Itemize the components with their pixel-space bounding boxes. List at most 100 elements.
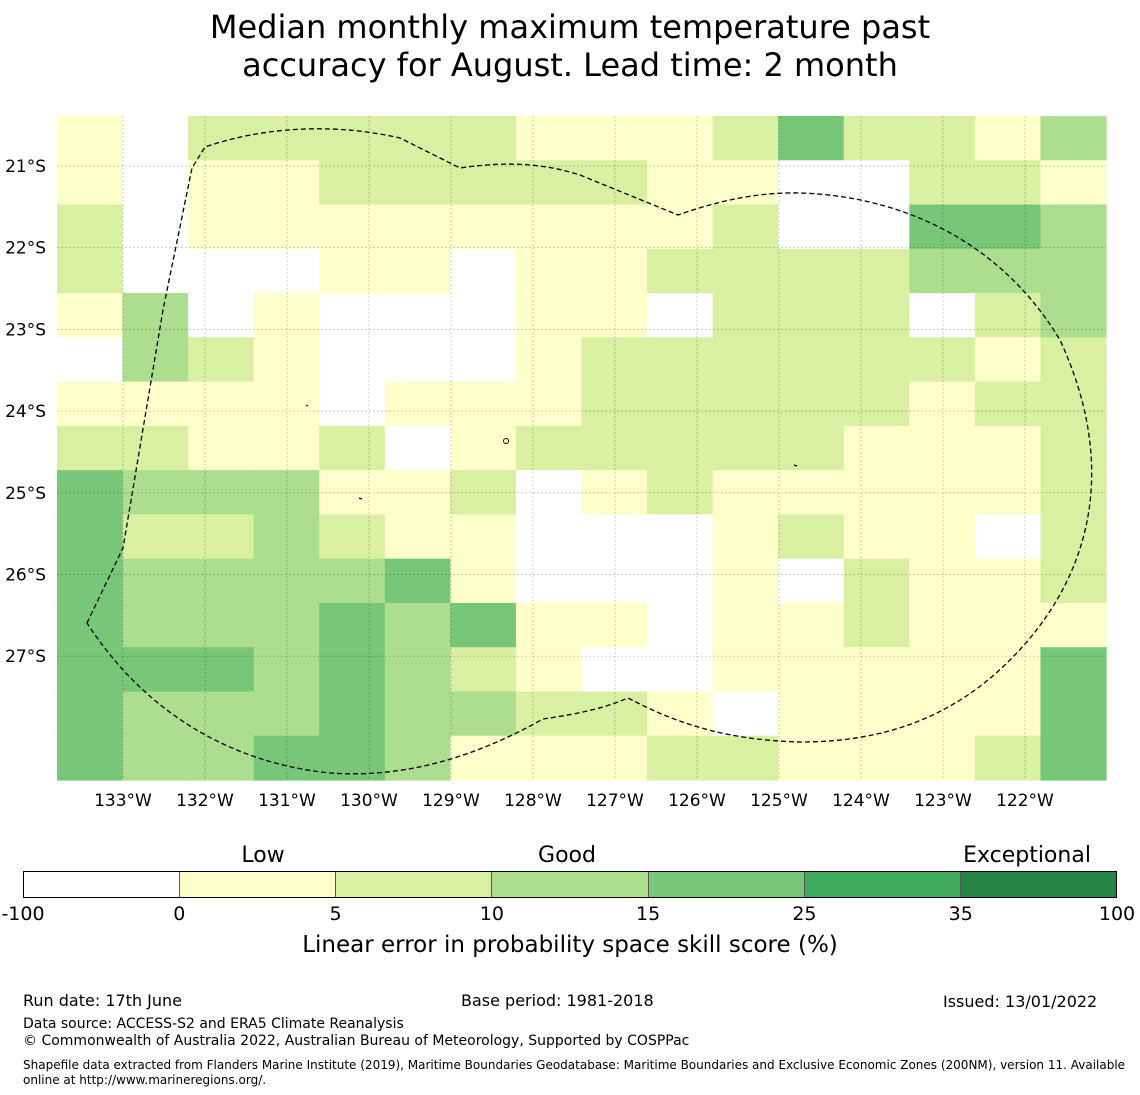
grid-cell [974, 337, 1042, 383]
grid-cell [515, 602, 583, 648]
colorbar-segment [648, 872, 805, 897]
grid-cell [974, 425, 1042, 471]
grid-cell [384, 602, 451, 648]
grid-cell [57, 293, 124, 338]
colorbar-segment [492, 872, 649, 897]
grid-cell [647, 602, 714, 648]
grid-cell [647, 425, 714, 471]
grid-cell [188, 647, 255, 693]
eez-boundary [86, 128, 1093, 775]
lat-label: 21°S [5, 157, 46, 177]
grid-cell [712, 248, 779, 294]
grid-cell [450, 735, 517, 781]
grid-cell [450, 602, 517, 648]
grid-cell [253, 381, 320, 427]
grid-cell [581, 425, 648, 471]
category-exceptional: Exceptional [963, 843, 1091, 868]
grid-cell [57, 160, 124, 206]
grid-cell [515, 425, 583, 471]
grid-cell [712, 602, 779, 648]
grid-cell [384, 558, 451, 604]
island-2 [503, 438, 509, 444]
grid-cell [843, 514, 910, 560]
lon-label: 128°W [504, 791, 562, 811]
grid-cell [843, 381, 910, 427]
grid-cell [778, 204, 845, 250]
grid-cell [1040, 337, 1107, 383]
grid-cell [515, 293, 583, 338]
grid-cell [974, 735, 1042, 781]
grid-cell [188, 337, 255, 383]
grid-cell [843, 602, 910, 648]
grid-cell [1040, 514, 1107, 560]
grid-cell [843, 470, 910, 515]
grid-cell [57, 381, 124, 427]
grid-cell [450, 647, 517, 693]
grid-cell [581, 735, 648, 781]
grid-cell [778, 381, 845, 427]
grid-cell [778, 558, 845, 604]
grid-cell [188, 204, 255, 250]
grid-cell [909, 116, 976, 161]
grid-cell [712, 691, 779, 737]
grid-cell [1040, 204, 1107, 250]
grid-cell [122, 691, 189, 737]
grid-cell [647, 514, 714, 560]
grid-cell [778, 425, 845, 471]
grid-cell [188, 248, 255, 294]
grid-cell [974, 248, 1042, 294]
island-3 [358, 497, 363, 500]
grid-cell [778, 248, 845, 294]
colorbar-segment [24, 872, 181, 897]
grid-cell [909, 735, 976, 781]
grid-cell [253, 116, 320, 161]
axis-labels: 133°W 132°W 131°W 130°W 129°W 128°W 127°W 126°W… [5, 157, 1054, 811]
colorbar-tick-label: 10 [479, 903, 504, 925]
grid-cell [909, 425, 976, 471]
grid-cell [712, 204, 779, 250]
grid-cell [843, 425, 910, 471]
grid-cell [384, 293, 451, 338]
grid-cell [909, 514, 976, 560]
colorbar-tick-label: 25 [792, 903, 817, 925]
grid-cell [515, 337, 583, 383]
grid-cell [384, 248, 451, 294]
grid-cell [253, 735, 320, 781]
island-4 [793, 464, 798, 467]
grid-cell [57, 425, 124, 471]
grid-cell [909, 470, 976, 515]
lon-label: 123°W [914, 791, 972, 811]
colorbar-tick-label: 5 [329, 903, 342, 925]
grid-cell [122, 558, 189, 604]
grid-cell [647, 470, 714, 515]
grid-cell [647, 248, 714, 294]
lon-label: 125°W [750, 791, 808, 811]
grid-cell [319, 735, 386, 781]
grid-cell [450, 425, 517, 471]
grid-cell [843, 558, 910, 604]
grid-cell [1040, 381, 1107, 427]
grid-cell [515, 514, 583, 560]
grid-cell [778, 293, 845, 338]
grid-cell [647, 293, 714, 338]
grid-cell [647, 204, 714, 250]
grid-cell [974, 204, 1042, 250]
grid-cell [253, 204, 320, 250]
grid-cell [319, 204, 386, 250]
lon-label: 130°W [340, 791, 398, 811]
grid-cell [450, 337, 517, 383]
grid-cell [647, 381, 714, 427]
grid-cell [909, 337, 976, 383]
grid-cell [647, 337, 714, 383]
lon-label: 122°W [996, 791, 1054, 811]
grid-cell [122, 735, 189, 781]
grid-cell [909, 558, 976, 604]
grid-cell [974, 116, 1042, 161]
grid-cell [188, 293, 255, 338]
title-line-2: accuracy for August. Lead time: 2 month [242, 46, 898, 84]
grid-cell [188, 425, 255, 471]
grid-cell [122, 248, 189, 294]
grid-cell [384, 735, 451, 781]
grid-cell [253, 425, 320, 471]
grid-cell [974, 470, 1042, 515]
